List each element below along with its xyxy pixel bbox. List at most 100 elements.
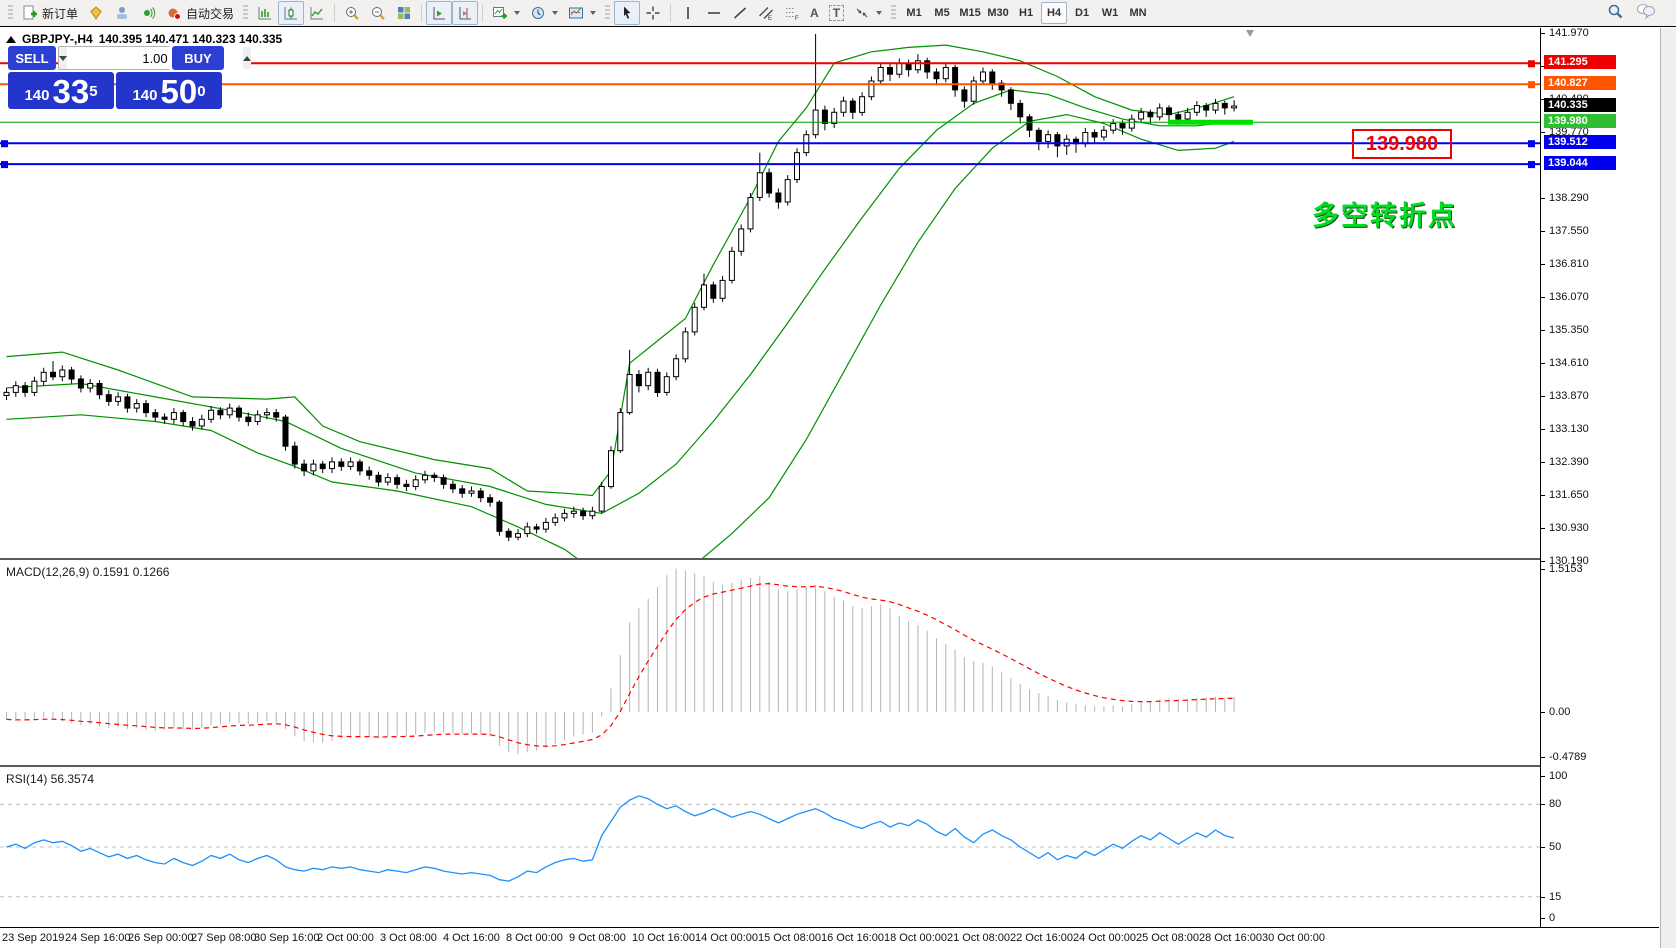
chart-shift-marker[interactable] (1246, 30, 1254, 37)
rsi-indicator-chart[interactable] (0, 768, 1540, 926)
bollinger-upper-band (6, 44, 1235, 497)
axis-tick (1541, 495, 1545, 496)
vertical-line-tool-button[interactable] (675, 1, 701, 25)
candle-body (784, 179, 791, 203)
candle-body (747, 197, 754, 230)
price-tick-label: 136.070 (1549, 291, 1589, 303)
price-tick-label: 136.810 (1549, 258, 1589, 270)
price-line-label: 139.512 (1544, 135, 1616, 149)
arrows-tool-button[interactable] (849, 1, 887, 25)
text-tool-icon: A (810, 6, 819, 20)
time-axis-label: 3 Oct 08:00 (380, 932, 437, 944)
line-marker[interactable] (1528, 140, 1535, 148)
candle-body (515, 533, 521, 538)
timeframe-m1[interactable]: M1 (906, 7, 922, 19)
candle-body (431, 474, 438, 478)
time-axis-label: 26 Sep 00:00 (128, 932, 194, 944)
time-axis-label: 30 Oct 00:00 (1262, 932, 1325, 944)
candle-body (87, 383, 94, 389)
text-tool-button[interactable]: A (805, 1, 824, 25)
bollinger-middle-band (6, 89, 1235, 515)
zoom-in-button[interactable] (339, 1, 365, 25)
axis-tick (1541, 297, 1545, 298)
price-annotation-box[interactable]: 139.980 (1352, 129, 1452, 159)
volume-increase-button[interactable] (243, 47, 251, 69)
metaeditor-button[interactable] (109, 1, 135, 25)
timeframe-m30[interactable]: M30 (987, 7, 1009, 19)
trendline-tool-button[interactable] (727, 1, 753, 25)
text-label-tool-button[interactable]: T (824, 1, 849, 25)
price-tick-label: 130.190 (1549, 555, 1589, 567)
timeframe-h4[interactable]: H4 (1041, 2, 1068, 24)
candle-body (1231, 105, 1238, 109)
candle-body (1184, 111, 1191, 120)
candle-body (170, 412, 177, 420)
time-axis-label: 10 Oct 16:00 (632, 932, 695, 944)
horizontal-line-tool-button[interactable] (701, 1, 727, 25)
line-marker[interactable] (1528, 161, 1535, 169)
candlestick-chart-button[interactable] (278, 1, 305, 25)
auto-scroll-button[interactable] (426, 1, 453, 25)
fibonacci-button[interactable]: F (779, 1, 805, 25)
line-marker[interactable] (1528, 60, 1535, 68)
price-tick-label: 133.870 (1549, 390, 1589, 402)
price-tick-label: 131.650 (1549, 489, 1589, 501)
candle-body (422, 474, 428, 481)
dropdown-caret (876, 11, 883, 15)
autotrading-button[interactable]: 自动交易 (161, 1, 239, 25)
toolbar-grip (891, 5, 897, 21)
chart-shift-button[interactable] (452, 1, 479, 25)
axis-tick (1541, 847, 1545, 848)
buy-button[interactable]: BUY (172, 46, 224, 70)
cursor-button[interactable] (614, 1, 641, 25)
timeframe-w1[interactable]: W1 (1101, 7, 1119, 19)
toolbar-separator (670, 4, 672, 22)
new-order-button[interactable]: 新订单 (17, 1, 83, 25)
line-chart-button[interactable] (304, 1, 330, 25)
panel-separator[interactable] (0, 558, 1659, 560)
price-axis[interactable]: 141.970141.230140.490139.770138.290137.5… (1541, 27, 1659, 927)
timeframe-h1[interactable]: H1 (1019, 7, 1034, 19)
sell-button[interactable]: SELL (8, 46, 56, 70)
equidistant-channel-button[interactable]: E (753, 1, 779, 25)
chat-icon[interactable] (1636, 2, 1656, 25)
templates-button[interactable] (563, 1, 601, 25)
timeframe-d1[interactable]: D1 (1075, 7, 1090, 19)
candle-body (310, 463, 317, 472)
tile-windows-button[interactable] (391, 1, 417, 25)
zoom-out-button[interactable] (365, 1, 391, 25)
line-marker[interactable] (1, 140, 8, 148)
signals-button[interactable] (135, 1, 161, 25)
sell-price-display[interactable]: 140 33 5 (8, 72, 114, 109)
main-price-chart[interactable] (0, 28, 1540, 558)
time-axis[interactable]: 23 Sep 2019 24 Sep 16:00 26 Sep 00:00 27 Se… (0, 927, 1659, 948)
timeframe-m5[interactable]: M5 (934, 7, 950, 19)
line-marker[interactable] (1528, 81, 1535, 89)
search-icon[interactable] (1606, 2, 1624, 25)
candle-body (1054, 134, 1061, 147)
buy-price-display[interactable]: 140 50 0 (116, 72, 222, 109)
timeframe-bar: M1 M5 M15 M30 H1 H4 D1 W1 MN (900, 2, 1152, 24)
timeframe-m15[interactable]: M15 (959, 7, 981, 19)
price-tick-label: 134.610 (1549, 357, 1589, 369)
candle-body (338, 461, 345, 467)
candle-body (645, 371, 652, 387)
periods-button[interactable] (525, 1, 563, 25)
indicators-button[interactable] (487, 1, 525, 25)
collapse-arrow-icon[interactable] (6, 35, 16, 43)
axis-tick (1541, 561, 1545, 562)
panel-separator[interactable] (0, 765, 1659, 767)
turning-point-annotation[interactable]: 多空转折点 (1312, 201, 1457, 231)
candle-body (877, 67, 884, 82)
line-marker[interactable] (1, 161, 8, 169)
volume-decrease-button[interactable] (59, 47, 67, 69)
macd-indicator-chart[interactable] (0, 561, 1540, 765)
rsi-tick-label: 0 (1549, 912, 1556, 924)
timeframe-mn[interactable]: MN (1129, 7, 1147, 19)
candle-body (673, 358, 680, 378)
crosshair-button[interactable] (640, 1, 666, 25)
mql-button[interactable] (83, 1, 109, 25)
bar-chart-button[interactable] (252, 1, 278, 25)
candle-body (1035, 129, 1042, 143)
toolbar-separator (482, 4, 484, 22)
